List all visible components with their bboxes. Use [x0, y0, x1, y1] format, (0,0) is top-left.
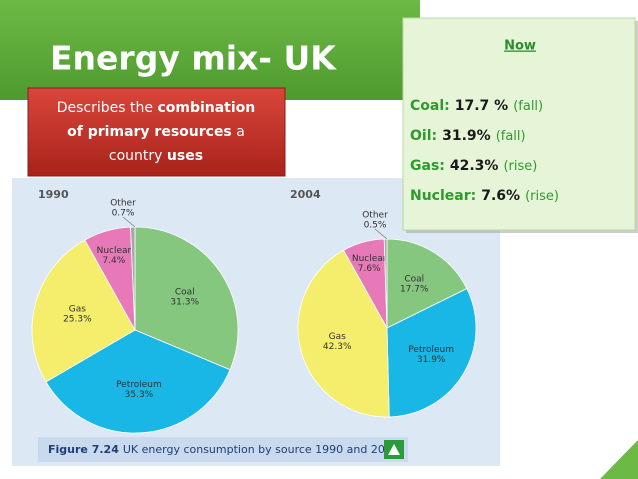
slice-category: Other	[110, 199, 136, 209]
slice-value-label: 31.9%	[417, 355, 446, 365]
now-item: Coal: 17.7 % (fall)	[410, 98, 543, 114]
definition-segment: uses	[167, 148, 203, 164]
pie-slice	[31, 239, 136, 383]
slice-category: Petroleum	[116, 380, 162, 390]
now-value: 31.9%	[442, 128, 491, 144]
definition-text: Describes the combination of primary reso…	[57, 100, 256, 164]
now-value: 17.7 %	[455, 98, 508, 114]
definition-line: of primary resources a	[67, 124, 245, 140]
slice-value-label: 31.3%	[170, 297, 199, 307]
slice-value-label: 0.5%	[364, 221, 387, 231]
now-item: Nuclear: 7.6% (rise)	[410, 188, 559, 204]
pie-charts: 1990Coal31.3%Petroleum35.3%Gas25.3%Nucle…	[31, 188, 477, 434]
now-heading: Now	[504, 39, 536, 54]
now-label: Oil:	[410, 128, 437, 144]
now-item: Oil: 31.9% (fall)	[410, 128, 526, 144]
definition-segment: Describes the	[57, 100, 158, 116]
slice-value-label: 7.6%	[358, 264, 381, 274]
now-change: (fall)	[513, 99, 543, 114]
slice-category: Other	[362, 211, 388, 221]
now-change: (fall)	[496, 129, 526, 144]
now-box	[402, 17, 636, 231]
leader-line	[374, 228, 388, 240]
slice-category: Nuclear	[97, 246, 132, 256]
now-value: 7.6%	[481, 188, 520, 204]
slice-value-label: 7.4%	[102, 256, 125, 266]
pie-slice	[386, 288, 477, 418]
now-value: 42.3%	[450, 158, 499, 174]
now-label: Nuclear:	[410, 188, 476, 204]
slice-value-label: 35.3%	[125, 390, 154, 400]
slide-title: Energy mix- UK	[50, 39, 337, 78]
slice-value-label: 25.3%	[63, 315, 92, 325]
now-list: Coal: 17.7 % (fall) Oil: 31.9% (fall) Gas: 42.3…	[410, 98, 559, 204]
pie-slice	[45, 329, 231, 434]
pie-slice	[134, 226, 239, 371]
definition-line: country uses	[109, 148, 203, 164]
caption-icon-triangle	[388, 444, 400, 455]
slice-category: Coal	[404, 275, 424, 285]
pie-slice	[386, 238, 468, 329]
slice-category: Gas	[69, 305, 86, 315]
slice-category: Petroleum	[408, 345, 454, 355]
caption-number: Figure 7.24	[48, 443, 119, 456]
slice-value-label: 42.3%	[323, 342, 352, 352]
now-label: Gas:	[410, 158, 445, 174]
definition-box	[27, 87, 286, 177]
definition-segment: a	[232, 124, 245, 140]
leader-line	[122, 216, 136, 228]
caption-text: UK energy consumption by source 1990 and…	[123, 443, 399, 456]
now-label: Coal:	[410, 98, 450, 114]
now-change: (rise)	[503, 159, 537, 174]
definition-segment: country	[109, 148, 167, 164]
figure-caption: Figure 7.24 UK energy consumption by sour…	[48, 443, 399, 456]
corner-decoration	[600, 440, 638, 479]
slice-value-label: 17.7%	[400, 285, 429, 295]
definition-segment: combination	[157, 100, 255, 116]
pie-title: 2004	[290, 188, 321, 201]
slice-category: Gas	[329, 332, 346, 342]
slice-category: Coal	[175, 287, 195, 297]
slice-value-label: 0.7%	[112, 209, 135, 219]
slice-category: Nuclear	[352, 254, 387, 264]
now-change: (rise)	[525, 189, 559, 204]
caption-bar	[38, 437, 408, 462]
pie-title: 1990	[38, 188, 69, 201]
definition-segment: of primary resources	[67, 124, 232, 140]
definition-line: Describes the combination	[57, 100, 256, 116]
header-band	[0, 0, 420, 100]
now-item: Gas: 42.3% (rise)	[410, 158, 537, 174]
